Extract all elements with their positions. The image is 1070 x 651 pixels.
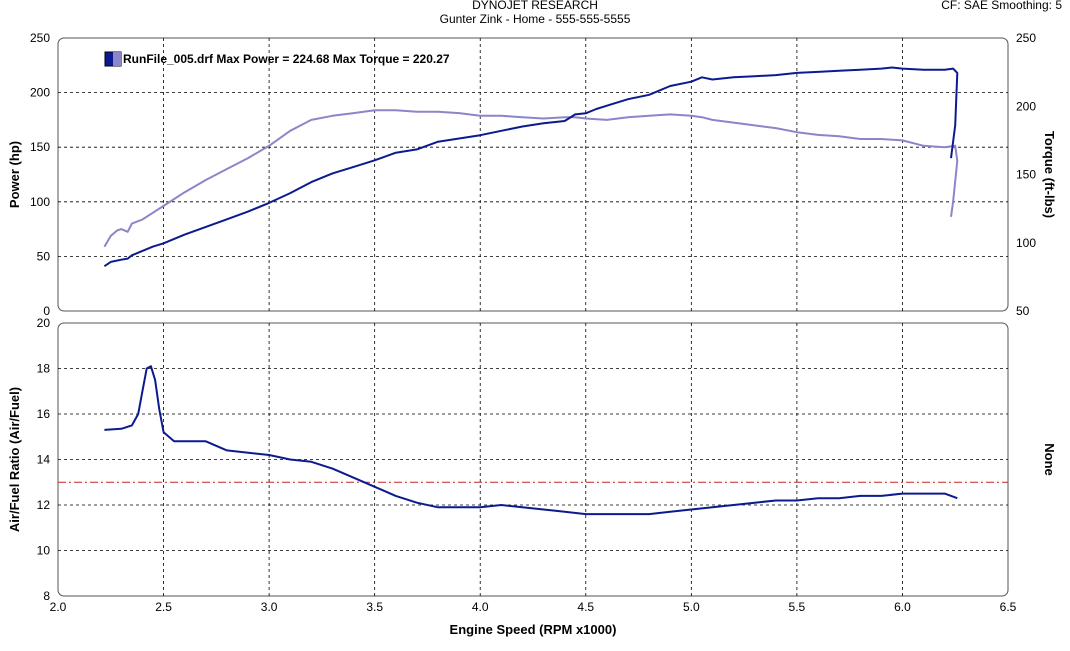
x-tick-label: 6.5 xyxy=(1000,600,1017,614)
legend-swatch-torque xyxy=(113,52,121,66)
x-tick-label: 6.0 xyxy=(894,600,911,614)
afr-tick-label: 8 xyxy=(43,589,50,603)
afr-right-axis-label: None xyxy=(1042,443,1057,476)
x-tick-label: 3.0 xyxy=(261,600,278,614)
power-tick-label: 200 xyxy=(30,86,50,100)
power-tick-label: 50 xyxy=(37,249,51,263)
power-line xyxy=(103,66,959,268)
torque-tick-label: 50 xyxy=(1016,304,1030,318)
x-tick-label: 2.0 xyxy=(50,600,67,614)
x-tick-label: 2.5 xyxy=(155,600,172,614)
torque-line xyxy=(103,109,959,248)
x-tick-label: 5.0 xyxy=(683,600,700,614)
chart-title: DYNOJET RESEARCH xyxy=(472,0,598,12)
afr-axis-label: Air/Fuel Ratio (Air/Fuel) xyxy=(7,387,22,532)
torque-tick-label: 100 xyxy=(1016,236,1036,250)
x-tick-label: 5.5 xyxy=(789,600,806,614)
afr-tick-label: 20 xyxy=(37,316,51,330)
power-tick-label: 150 xyxy=(30,140,50,154)
afr-tick-label: 12 xyxy=(37,498,51,512)
top-plot-frame xyxy=(57,37,1009,312)
chart-subtitle: Gunter Zink - Home - 555-555-5555 xyxy=(439,12,631,26)
torque-axis-label: Torque (ft-lbs) xyxy=(1042,131,1057,218)
torque-tick-label: 150 xyxy=(1016,168,1036,182)
settings-readout: CF: SAE Smoothing: 5 xyxy=(941,0,1062,12)
power-axis-label: Power (hp) xyxy=(7,141,22,208)
x-tick-label: 4.0 xyxy=(472,600,489,614)
power-tick-label: 0 xyxy=(43,304,50,318)
x-axis-label: Engine Speed (RPM x1000) xyxy=(450,622,617,637)
afr-line xyxy=(104,365,958,516)
torque-tick-label: 250 xyxy=(1016,31,1036,45)
afr-tick-label: 10 xyxy=(37,544,51,558)
torque-tick-label: 200 xyxy=(1016,99,1036,113)
afr-tick-label: 16 xyxy=(37,407,51,421)
legend-entry: RunFile_005.drf Max Power = 224.68 Max T… xyxy=(123,52,450,66)
power-tick-label: 100 xyxy=(30,195,50,209)
x-tick-label: 3.5 xyxy=(366,600,383,614)
afr-tick-label: 18 xyxy=(37,362,51,376)
x-tick-label: 4.5 xyxy=(577,600,594,614)
power-tick-label: 250 xyxy=(30,31,50,45)
afr-tick-label: 14 xyxy=(37,453,51,467)
